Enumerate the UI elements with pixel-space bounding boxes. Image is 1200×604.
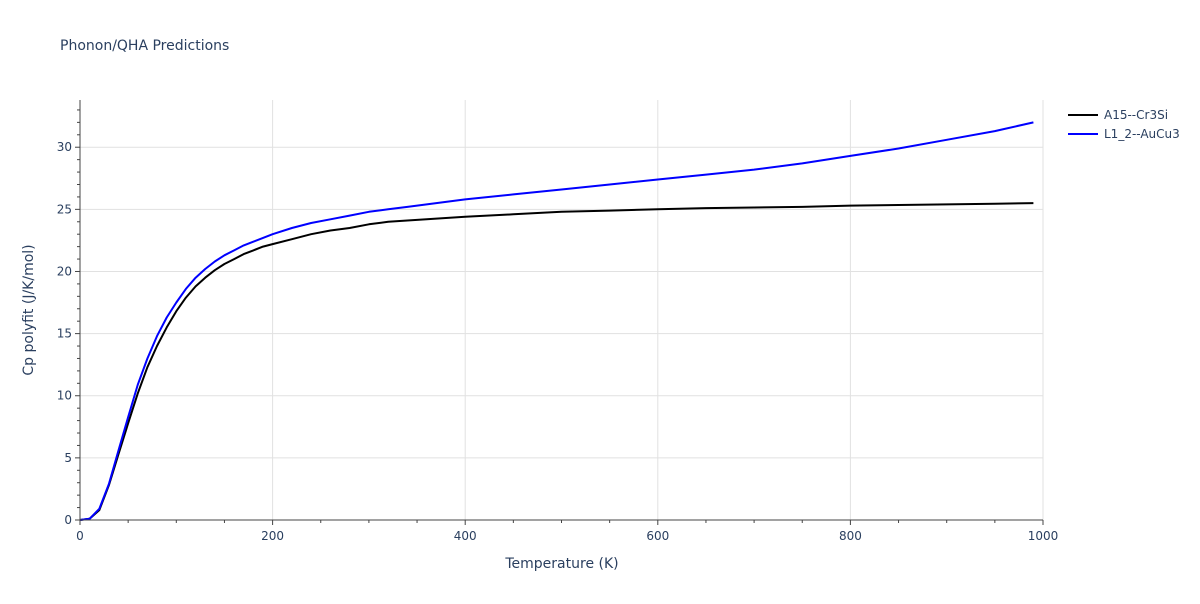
grid [80,100,1044,520]
legend-item[interactable]: L1_2--AuCu3 [1068,127,1180,141]
y-tick-label: 30 [57,140,72,154]
series-lines [79,121,1034,521]
series-line-2 [79,121,1034,521]
y-tick-label: 20 [57,264,72,278]
x-tick-label: 1000 [1028,529,1059,543]
legend-label: L1_2--AuCu3 [1104,127,1180,141]
x-tick-label: 600 [646,529,669,543]
y-tick-label: 15 [57,327,72,341]
x-tick-label: 200 [261,529,284,543]
x-tick-label: 0 [76,529,84,543]
legend-label: A15--Cr3Si [1104,108,1168,122]
x-tick-label: 800 [839,529,862,543]
y-axis-title: Cp polyfit (J/K/mol) [21,244,37,375]
y-tick-label: 0 [64,513,72,527]
x-tick-label: 400 [454,529,477,543]
y-tick-label: 10 [57,389,72,403]
series-line-1 [79,202,1034,521]
ticks: 0 200 400 600 800 1000 0 5 10 15 20 25 30 [57,109,1059,543]
axes [79,100,1043,521]
chart-title: Phonon/QHA Predictions [60,38,229,54]
legend[interactable]: A15--Cr3Si L1_2--AuCu3 [1068,108,1180,141]
y-tick-label: 5 [64,451,72,465]
x-axis-title: Temperature (K) [504,556,618,572]
legend-item[interactable]: A15--Cr3Si [1068,108,1168,122]
y-tick-label: 25 [57,202,72,216]
